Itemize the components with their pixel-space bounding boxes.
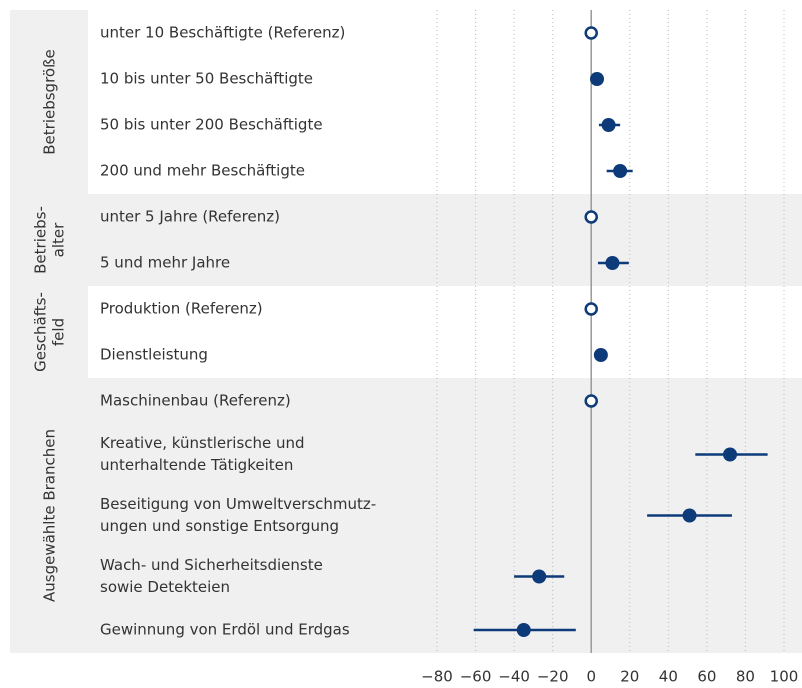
category-label: Dienstleistung	[100, 346, 208, 364]
group-label: feld	[50, 318, 68, 346]
category-label: ungen und sonstige Entsorgung	[100, 517, 339, 535]
category-label: unter 5 Jahre (Referenz)	[100, 208, 280, 226]
group-label-band	[10, 286, 88, 378]
category-label: 200 und mehr Beschäftigte	[100, 162, 305, 180]
x-tick-label: 80	[736, 668, 755, 686]
category-label: Maschinenbau (Referenz)	[100, 392, 291, 410]
group-label-band	[10, 10, 88, 194]
category-label: Gewinnung von Erdöl und Erdgas	[100, 621, 350, 639]
x-tick-label: −60	[460, 668, 492, 686]
x-tick-label: 40	[659, 668, 678, 686]
x-tick-label: −20	[537, 668, 569, 686]
category-label: Produktion (Referenz)	[100, 300, 263, 318]
group-label: Geschäfts-	[32, 292, 50, 372]
category-label: Kreative, künstlerische und	[100, 434, 305, 452]
estimate-point	[723, 447, 738, 462]
category-label: 10 bis unter 50 Beschäftigte	[100, 70, 313, 88]
category-label: Wach- und Sicherheitsdienste	[100, 556, 323, 574]
estimate-point	[601, 118, 616, 132]
category-label: 50 bis unter 200 Beschäftigte	[100, 116, 323, 134]
category-label: unterhaltende Tätigkeiten	[100, 456, 293, 474]
estimate-point	[613, 164, 628, 178]
estimate-point	[682, 508, 697, 523]
group-label: alter	[50, 222, 68, 257]
x-tick-label: −40	[498, 668, 530, 686]
estimate-point	[605, 256, 620, 270]
estimate-point	[516, 623, 531, 637]
reference-point	[584, 394, 598, 408]
x-tick-label: 100	[770, 668, 799, 686]
x-tick-label: 60	[697, 668, 716, 686]
x-tick-label: 20	[620, 668, 639, 686]
reference-point	[584, 302, 598, 316]
x-tick-label: 0	[586, 668, 596, 686]
estimate-point	[593, 348, 608, 362]
group-label: Betriebs-	[32, 206, 50, 274]
estimate-point	[532, 569, 547, 584]
group-label-band	[10, 194, 88, 286]
group-label: Betriebsgröße	[41, 49, 59, 155]
reference-point	[584, 210, 598, 224]
x-tick-label: −80	[421, 668, 453, 686]
category-label: 5 und mehr Jahre	[100, 254, 230, 272]
category-label: Beseitigung von Umweltverschmutz-	[100, 495, 376, 513]
group-label: Ausgewählte Branchen	[41, 429, 59, 602]
category-label: unter 10 Beschäftigte (Referenz)	[100, 24, 345, 42]
group-band	[88, 194, 802, 286]
estimate-point	[590, 72, 605, 86]
category-label: sowie Detekteien	[100, 578, 230, 596]
reference-point	[584, 26, 598, 40]
group-label-band	[10, 378, 88, 653]
